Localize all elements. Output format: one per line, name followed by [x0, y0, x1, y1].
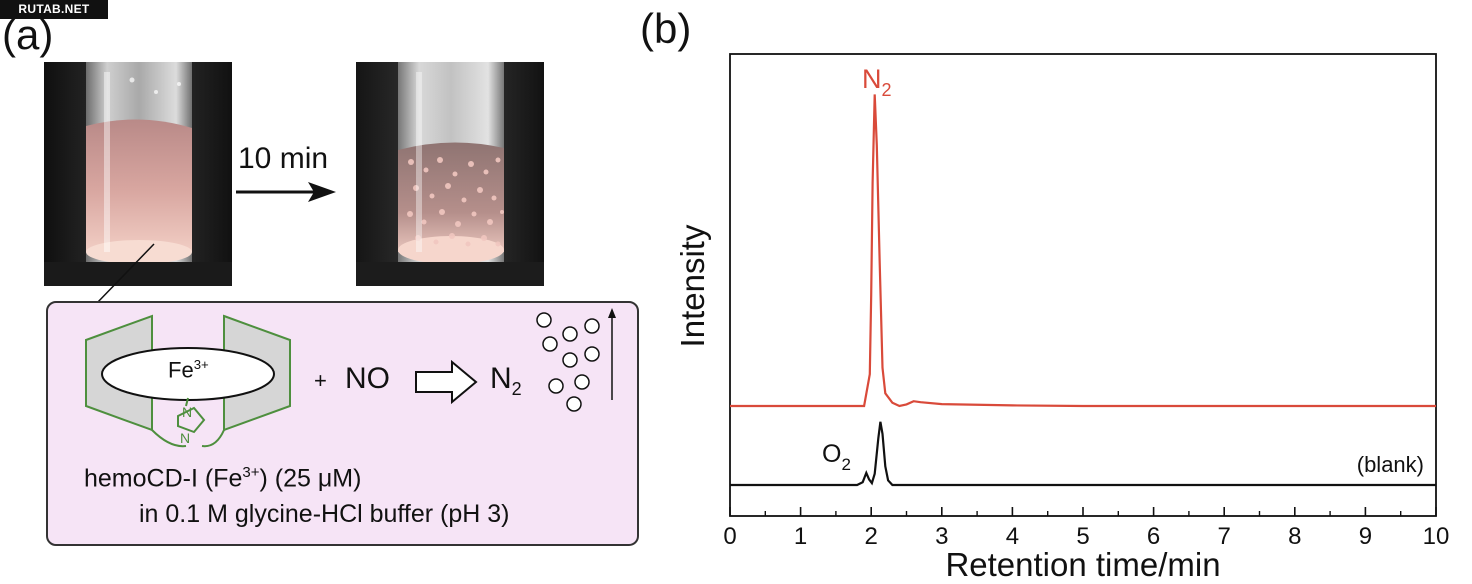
plus-sign: +	[314, 368, 327, 393]
series-blank-line	[730, 421, 1436, 487]
x-axis-ticks	[729, 507, 1437, 516]
x-tick-label: 8	[1288, 523, 1301, 550]
x-tick-label: 10	[1423, 523, 1450, 550]
x-tick-label: 3	[935, 523, 948, 550]
scheme-caption-line2: in 0.1 M glycine-HCl buffer (pH 3)	[139, 500, 510, 528]
x-tick-label: 0	[723, 523, 736, 550]
x-tick-label: 2	[865, 523, 878, 550]
metal-center-label: Fe3+	[168, 357, 209, 383]
x-tick-label: 4	[1006, 523, 1019, 550]
vial-photo-after	[356, 62, 544, 286]
x-tick-label: 1	[794, 523, 807, 550]
reactant-no: NO	[345, 362, 390, 395]
imidazole-atom-n2: N	[180, 430, 191, 446]
reaction-arrow	[236, 182, 336, 202]
imidazole-atom-n1: N	[182, 404, 193, 420]
hollow-arrow	[415, 360, 478, 404]
y-axis-label: Intensity	[674, 224, 711, 347]
x-axis-label: Retention time/min	[945, 546, 1220, 583]
blank-series-label: (blank)	[1357, 452, 1424, 477]
vial-photo-before	[44, 62, 232, 286]
x-tick-label: 5	[1076, 523, 1089, 550]
o2-peak-annotation: O2	[822, 440, 851, 474]
watermark: RUTAB.NET	[0, 0, 108, 19]
reaction-time-label: 10 min	[238, 142, 329, 175]
panel-b-label: (b)	[640, 5, 692, 52]
x-tick-label: 6	[1147, 523, 1160, 550]
product-n2: N2	[490, 362, 522, 399]
x-tick-label: 7	[1218, 523, 1231, 550]
x-tick-label: 9	[1359, 523, 1372, 550]
gas-bubbles-icon	[536, 308, 616, 412]
series-n2-line	[730, 94, 1436, 408]
hemocd-structure-diagram	[85, 314, 291, 448]
panel-a-label: (a)	[2, 11, 54, 58]
chromatogram-chart: 0 1 2 3 4 5 6 7 8 9 10 N2 O2 (blank) Retention tim…	[674, 53, 1449, 583]
scheme-caption-line1: hemoCD-I (Fe3+) (25 μM)	[84, 464, 362, 493]
leader-line	[95, 243, 155, 305]
x-axis-tick-labels: 0 1 2 3 4 5 6 7 8 9 10	[723, 523, 1449, 550]
n2-peak-annotation: N2	[862, 64, 892, 100]
